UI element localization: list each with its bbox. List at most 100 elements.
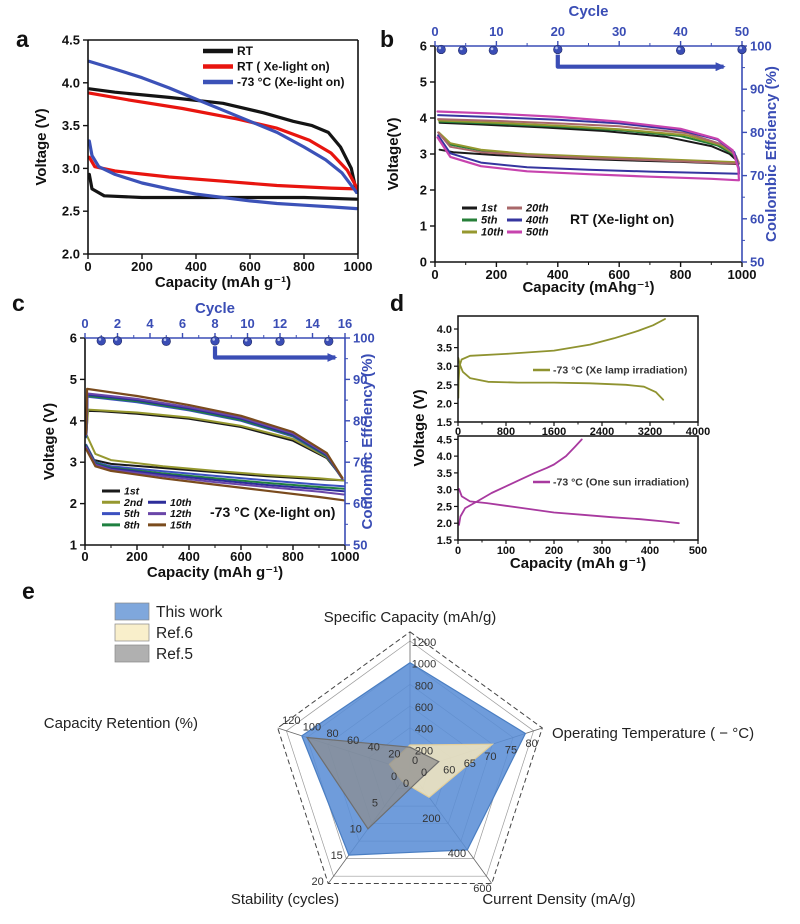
svg-text:8: 8 [211, 316, 218, 331]
svg-text:400: 400 [547, 267, 569, 282]
svg-text:6: 6 [420, 39, 427, 54]
ce-dot [436, 44, 446, 55]
svg-text:2: 2 [114, 316, 121, 331]
svg-text:20th: 20th [525, 203, 549, 215]
ce-dot [324, 336, 334, 346]
svg-text:Coulombic Effciency (%): Coulombic Effciency (%) [359, 354, 376, 530]
svg-text:Voltage(V): Voltage(V) [385, 117, 402, 190]
svg-text:15th: 15th [170, 519, 192, 531]
series-group [85, 387, 345, 502]
svg-text:Capacity (mAh g⁻¹): Capacity (mAh g⁻¹) [147, 564, 283, 581]
svg-text:200: 200 [131, 259, 153, 274]
ce-dot [458, 45, 468, 55]
svg-text:40: 40 [368, 742, 380, 754]
svg-text:800: 800 [293, 259, 315, 274]
svg-text:3.5: 3.5 [437, 343, 452, 355]
svg-text:10: 10 [489, 24, 503, 39]
svg-text:1: 1 [70, 538, 77, 553]
svg-text:80: 80 [326, 728, 338, 740]
svg-text:4.0: 4.0 [437, 451, 452, 463]
svg-text:4: 4 [70, 413, 78, 428]
svg-text:Voltage (V): Voltage (V) [41, 403, 58, 480]
svg-text:Coulombic Effciency (%): Coulombic Effciency (%) [763, 66, 780, 242]
svg-text:300: 300 [593, 545, 611, 557]
svg-text:600: 600 [415, 702, 433, 714]
svg-text:3: 3 [70, 455, 77, 470]
svg-text:70: 70 [353, 455, 367, 470]
svg-text:2nd: 2nd [123, 497, 143, 509]
svg-text:800: 800 [497, 426, 515, 438]
svg-text:100: 100 [353, 331, 375, 346]
svg-text:90: 90 [353, 372, 367, 387]
svg-text:Capacity (mAh g⁻¹): Capacity (mAh g⁻¹) [510, 555, 646, 572]
svg-text:600: 600 [239, 259, 261, 274]
svg-text:4000: 4000 [686, 426, 710, 438]
svg-text:RT: RT [237, 44, 254, 58]
svg-text:400: 400 [415, 724, 433, 736]
svg-text:75: 75 [505, 745, 517, 757]
svg-text:-73 °C (One sun irradiation): -73 °C (One sun irradiation) [553, 477, 689, 489]
svg-text:6: 6 [70, 331, 77, 346]
svg-text:Capacity (mAhg⁻¹): Capacity (mAhg⁻¹) [522, 279, 654, 296]
svg-text:800: 800 [670, 267, 692, 282]
svg-text:Capacity Retention (%): Capacity Retention (%) [44, 715, 198, 732]
svg-text:-73 °C (Xe-light on): -73 °C (Xe-light on) [210, 504, 335, 520]
series-group [436, 110, 740, 182]
svg-text:RT (Xe-light on): RT (Xe-light on) [570, 211, 674, 227]
svg-text:5: 5 [420, 75, 427, 90]
svg-text:Specific Capacity (mAh/g): Specific Capacity (mAh/g) [324, 609, 497, 626]
svg-text:50th: 50th [526, 227, 549, 239]
svg-text:2.5: 2.5 [437, 501, 452, 513]
chart-e-radar-comparison: 0200400600800100012006065707580020040060… [44, 602, 754, 908]
svg-text:200: 200 [545, 545, 563, 557]
svg-text:2.0: 2.0 [437, 398, 452, 410]
svg-text:15: 15 [331, 850, 343, 862]
svg-text:400: 400 [448, 848, 466, 860]
svg-text:Current Density (mA/g): Current Density (mA/g) [482, 891, 635, 908]
svg-text:1000: 1000 [728, 267, 757, 282]
svg-text:Ref.5: Ref.5 [156, 646, 193, 663]
svg-text:0: 0 [81, 549, 88, 564]
svg-text:RT ( Xe-light on): RT ( Xe-light on) [237, 60, 330, 74]
svg-text:4.5: 4.5 [437, 434, 452, 446]
svg-text:60: 60 [347, 735, 359, 747]
panel-label-a: a [16, 26, 29, 52]
svg-text:1000: 1000 [344, 259, 373, 274]
svg-text:100: 100 [497, 545, 515, 557]
svg-text:1.5: 1.5 [437, 535, 452, 547]
svg-text:4.0: 4.0 [62, 75, 80, 90]
svg-text:1000: 1000 [412, 659, 436, 671]
svg-text:3.5: 3.5 [437, 468, 452, 480]
svg-text:-73 °C (Xe lamp irradiation): -73 °C (Xe lamp irradiation) [553, 365, 687, 377]
ce-dot [488, 45, 498, 55]
svg-text:400: 400 [641, 545, 659, 557]
svg-text:800: 800 [282, 549, 304, 564]
svg-text:This work: This work [156, 604, 223, 621]
svg-text:3.5: 3.5 [62, 118, 80, 133]
svg-text:400: 400 [178, 549, 200, 564]
svg-text:50: 50 [750, 255, 764, 270]
svg-text:2.5: 2.5 [437, 380, 452, 392]
svg-text:-73 °C (Xe-light on): -73 °C (Xe-light on) [237, 75, 344, 89]
svg-text:14: 14 [305, 316, 320, 331]
svg-text:4.0: 4.0 [437, 324, 452, 336]
svg-text:0: 0 [81, 316, 88, 331]
svg-text:120: 120 [282, 715, 300, 727]
svg-text:16: 16 [338, 316, 352, 331]
svg-text:90: 90 [750, 82, 764, 97]
svg-text:2.0: 2.0 [437, 518, 452, 530]
svg-text:20: 20 [388, 748, 400, 760]
ce-dot [275, 336, 285, 346]
svg-text:40th: 40th [525, 215, 549, 227]
svg-text:12th: 12th [170, 508, 192, 520]
svg-text:65: 65 [464, 758, 476, 770]
svg-text:3: 3 [420, 147, 427, 162]
svg-text:Capacity (mAh g⁻¹): Capacity (mAh g⁻¹) [155, 274, 291, 291]
radar-series [305, 736, 440, 830]
svg-text:Operating Temperature ( − °C): Operating Temperature ( − °C) [552, 725, 754, 742]
ce-dot [737, 44, 747, 55]
svg-text:70: 70 [750, 168, 764, 183]
legend-swatch [114, 644, 150, 663]
